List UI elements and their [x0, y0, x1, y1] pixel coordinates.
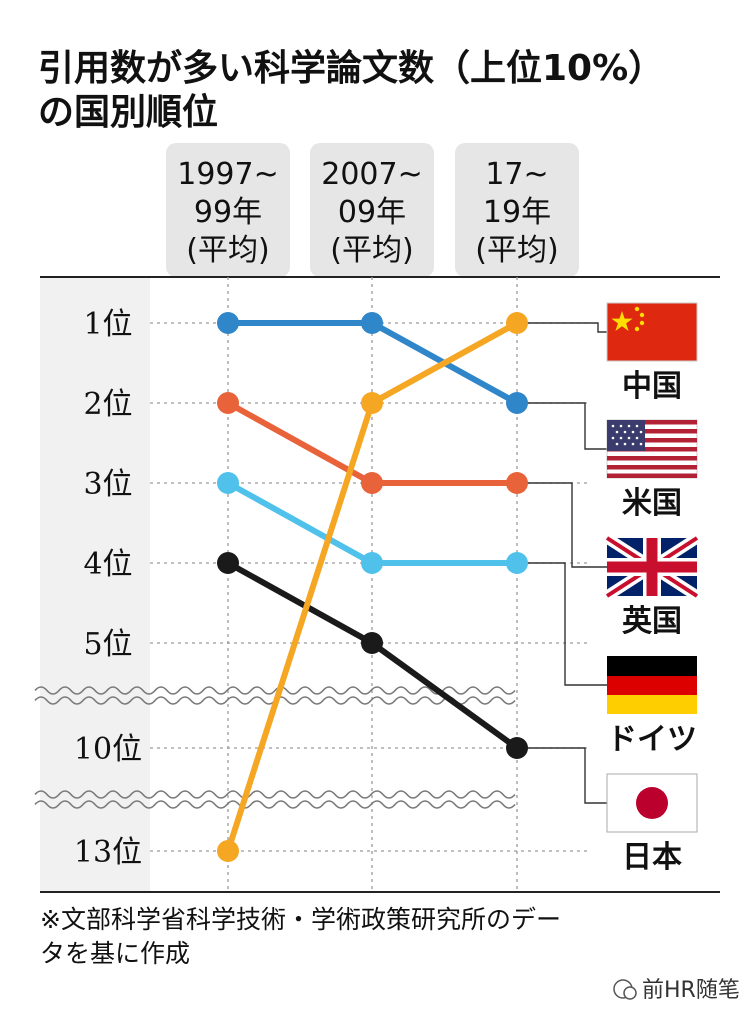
- legend-connector: [517, 482, 607, 568]
- country-label-germany: ドイツ: [607, 722, 697, 757]
- country-label-japan: 日本: [622, 840, 682, 875]
- rank-label: 5位: [83, 627, 132, 662]
- grid: [150, 277, 590, 892]
- period-label: (平均): [475, 233, 558, 268]
- axis-break: [34, 686, 516, 695]
- rank-labels: 1位 2位 3位 4位 5位 10位 13位: [74, 307, 142, 870]
- legend-connector: [517, 322, 607, 333]
- period-label: 09年: [338, 195, 406, 230]
- period-label: 19年: [483, 195, 551, 230]
- uk-flag: [604, 533, 700, 601]
- period-label: (平均): [330, 233, 413, 268]
- legend-connector: [517, 747, 607, 804]
- data-point: [361, 472, 383, 494]
- legend-connector: [517, 402, 607, 450]
- rank-label-panel: [40, 277, 150, 892]
- chart-title-line1: 引用数が多い科学論文数（上位10%）: [38, 47, 664, 89]
- data-point: [217, 840, 239, 862]
- country-label-usa: 米国: [622, 486, 682, 521]
- period-header: [455, 143, 579, 277]
- data-point: [217, 392, 239, 414]
- series-line: [225, 400, 520, 486]
- series-points: [217, 312, 528, 862]
- period-label: 1997~: [177, 157, 278, 192]
- period-label: 99年: [194, 195, 262, 230]
- rank-label: 2位: [83, 387, 132, 422]
- period-label: 2007~: [321, 157, 422, 192]
- data-point: [506, 312, 528, 334]
- data-point: [217, 472, 239, 494]
- chart-title-line2: の国別順位: [38, 92, 218, 133]
- watermark-text: 前HR随笔: [642, 978, 740, 1003]
- data-point: [506, 737, 528, 759]
- rank-label: 1位: [83, 307, 132, 342]
- data-point: [361, 392, 383, 414]
- data-point: [506, 392, 528, 414]
- rank-label: 3位: [83, 467, 132, 502]
- data-point: [506, 552, 528, 574]
- data-point: [361, 552, 383, 574]
- period-header: [310, 143, 434, 277]
- period-label: 17~: [485, 157, 548, 192]
- data-point: [361, 312, 383, 334]
- rank-label: 10位: [74, 732, 142, 767]
- rank-label: 4位: [83, 547, 132, 582]
- data-point: [217, 552, 239, 574]
- rank-label: 13位: [74, 835, 142, 870]
- legend-connectors: [517, 322, 607, 804]
- data-point: [361, 632, 383, 654]
- watermark: 前HR随笔: [613, 978, 740, 1003]
- usa-flag: [606, 419, 698, 479]
- country-label-uk: 英国: [622, 604, 682, 639]
- period-label: (平均): [186, 233, 269, 268]
- china-flag: [606, 302, 698, 362]
- footnote-line2: タを基に作成: [40, 939, 190, 968]
- axis-break: [34, 800, 516, 809]
- axis-break: [34, 790, 516, 799]
- data-point: [506, 472, 528, 494]
- period-headers: 1997~99年(平均)2007~09年(平均)17~19年(平均): [166, 143, 579, 277]
- country-label-china: 中国: [622, 369, 682, 404]
- japan-flag: [606, 773, 698, 833]
- germany-flag: [607, 656, 697, 714]
- axis-breaks: [34, 686, 516, 809]
- legend-connector: [517, 562, 607, 686]
- footnote-line1: ※文部科学省科学技術・学術政策研究所のデー: [40, 905, 561, 934]
- data-point: [217, 312, 239, 334]
- period-header: [166, 143, 290, 277]
